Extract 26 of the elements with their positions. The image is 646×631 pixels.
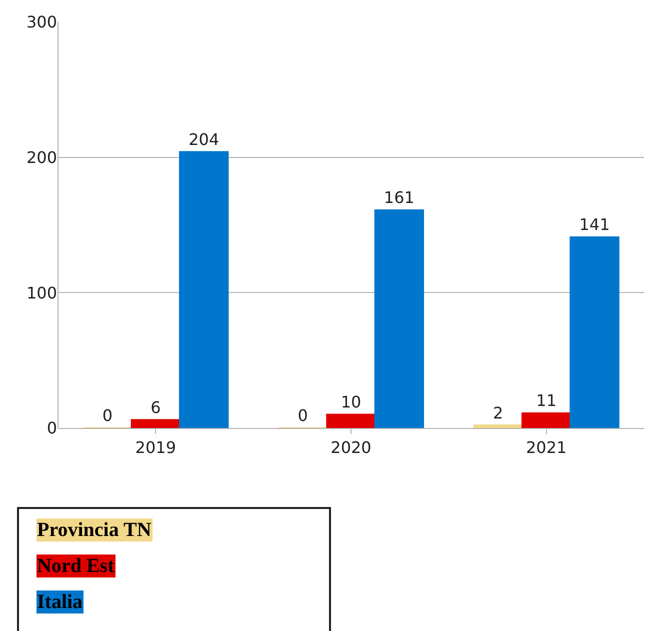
data-label: 11 bbox=[536, 391, 557, 410]
data-label: 141 bbox=[579, 215, 610, 234]
y-tick-label: 100 bbox=[26, 283, 57, 302]
x-tick-label: 2021 bbox=[526, 438, 567, 458]
y-tick-label: 0 bbox=[46, 418, 57, 438]
x-tick-label: 2019 bbox=[135, 438, 176, 458]
bar bbox=[473, 424, 523, 428]
text: Provincia TN bbox=[37, 519, 152, 541]
bar bbox=[179, 151, 229, 428]
bar bbox=[326, 414, 376, 428]
bar bbox=[521, 412, 572, 428]
bar bbox=[130, 419, 181, 428]
data-label: 2 bbox=[493, 403, 504, 422]
text: Nord Est bbox=[37, 555, 115, 577]
y-tick-label: 200 bbox=[26, 148, 57, 167]
y-tick-label: 300 bbox=[26, 12, 57, 32]
data-label: 6 bbox=[150, 398, 161, 417]
bar bbox=[374, 209, 424, 428]
data-label: 0 bbox=[298, 406, 308, 425]
x-tick-label: 2020 bbox=[330, 438, 372, 458]
data-label: 204 bbox=[188, 130, 220, 149]
data-label: 10 bbox=[340, 392, 362, 412]
data-label: 161 bbox=[384, 188, 414, 208]
data-label: 0 bbox=[102, 406, 113, 425]
bar bbox=[570, 236, 620, 428]
text: Italia bbox=[37, 591, 83, 613]
